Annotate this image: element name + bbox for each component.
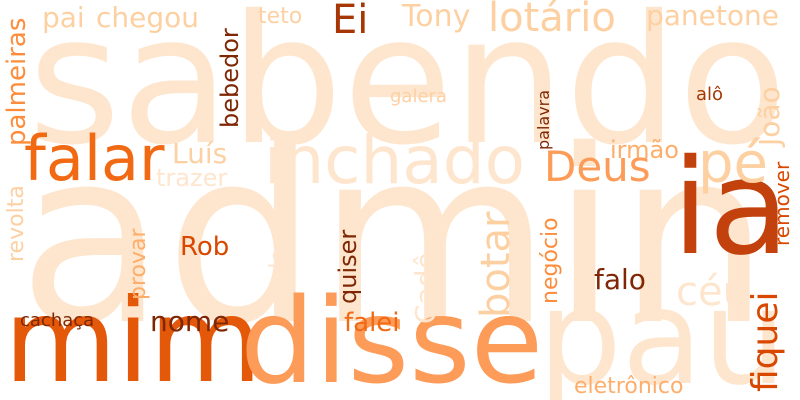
word-revolta: revolta — [4, 185, 29, 262]
word-botar: botar — [473, 211, 519, 318]
word-joao: João — [753, 86, 786, 146]
word-quiser: quiser — [334, 229, 362, 304]
word-cade: Cadê — [409, 252, 442, 324]
word-sabendo: sabendo — [28, 0, 788, 184]
word-deus: Deus — [544, 142, 651, 191]
word-provar: provar — [126, 228, 151, 300]
word-ceu: céu — [676, 269, 748, 315]
word-panetone: panetone — [646, 0, 779, 32]
word-rob: Rob — [180, 232, 230, 262]
word-mim: mim — [4, 274, 263, 400]
word-bolo: bolo — [266, 249, 291, 296]
word-galera: galera — [390, 86, 447, 107]
word-trazer: trazer — [156, 164, 228, 192]
word-disse: disse — [240, 272, 544, 400]
word-falar: falar — [24, 122, 165, 195]
word-chegou: chegou — [96, 1, 200, 34]
word-alo: alô — [696, 84, 724, 105]
word-ei: Ei — [332, 0, 369, 43]
word-negocio: negócio — [538, 217, 563, 304]
word-falei: falei — [344, 308, 400, 338]
word-palmeiras: palmeiras — [2, 17, 32, 146]
word-ia: ia — [672, 131, 790, 285]
word-pai: pai — [42, 1, 85, 34]
word-pe: pé — [698, 131, 768, 196]
word-pau: pau — [538, 261, 787, 400]
word-palavra: palavra — [534, 89, 553, 150]
word-teto: teto — [258, 4, 303, 29]
word-inchado: inchado — [264, 122, 526, 199]
word-falo: falo — [594, 263, 646, 296]
word-eletronico: eletrônico — [574, 374, 684, 399]
word-lotario: lotário — [488, 0, 616, 41]
word-remover: remover — [770, 161, 794, 246]
word-irmao: irmão — [610, 136, 679, 164]
word-cachaca: cachaça — [20, 310, 95, 331]
word-bebedor: bebedor — [216, 28, 244, 128]
word-admin: admin — [18, 98, 770, 378]
word-tony: Tony — [402, 0, 471, 34]
word-luis: Luís — [172, 137, 228, 170]
word-nome: nome — [150, 305, 230, 338]
word-fiquei: fiquei — [745, 291, 786, 393]
